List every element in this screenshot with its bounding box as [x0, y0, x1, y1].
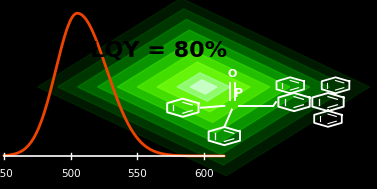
- Text: 450: 450: [0, 169, 14, 179]
- Polygon shape: [177, 73, 230, 101]
- Polygon shape: [58, 9, 349, 165]
- Polygon shape: [190, 80, 217, 94]
- Text: PLQY = 80%: PLQY = 80%: [74, 41, 227, 61]
- Polygon shape: [157, 62, 250, 112]
- Polygon shape: [117, 41, 290, 133]
- Polygon shape: [78, 19, 329, 154]
- Text: P: P: [234, 87, 243, 100]
- Text: O: O: [227, 69, 236, 79]
- Text: 550: 550: [127, 169, 147, 179]
- Polygon shape: [38, 0, 369, 176]
- Polygon shape: [137, 51, 270, 122]
- Text: 600: 600: [195, 169, 214, 179]
- Polygon shape: [97, 30, 310, 144]
- Text: 500: 500: [61, 169, 80, 179]
